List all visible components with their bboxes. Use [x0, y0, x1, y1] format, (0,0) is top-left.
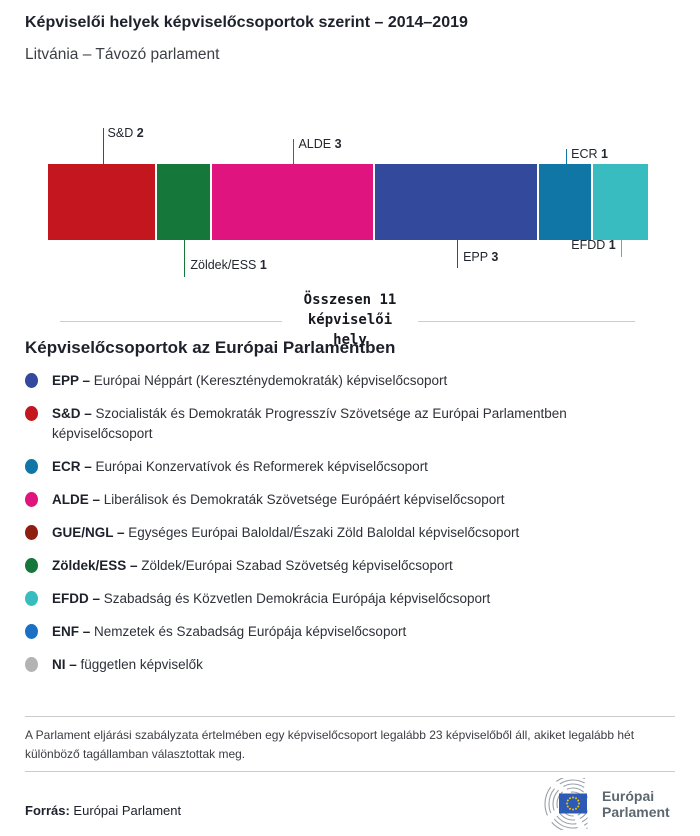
bar-label-EPP: EPP 3 — [463, 250, 499, 264]
bar-segment-EPP — [375, 164, 539, 240]
summary-rule-left — [60, 321, 282, 322]
divider-top — [25, 716, 675, 717]
group-description: Szabadság és Közvetlen Demokrácia Európá… — [103, 591, 491, 606]
group-description: Nemzetek és Szabadság Európája képviselő… — [94, 624, 407, 639]
bar-label-S&D: S&D 2 — [107, 126, 144, 140]
group-description: Liberálisok és Demokraták Szövetsége Eur… — [103, 492, 505, 507]
eu-flag-stars — [566, 796, 580, 811]
bar-label-ALDE: ALDE 3 — [298, 137, 342, 151]
group-description: Szocialisták és Demokraták Progresszív S… — [52, 406, 567, 441]
group-code: S&D – — [52, 406, 92, 421]
legend-item: ENF – Nemzetek és Szabadság Európája kép… — [25, 622, 670, 642]
page-subtitle: Litvánia – Távozó parlament — [25, 46, 220, 63]
group-color-dot — [25, 657, 38, 672]
group-code: ECR – — [52, 459, 92, 474]
group-code: NI – — [52, 657, 77, 672]
group-color-dot — [25, 406, 38, 421]
source-line: Forrás: Európai Parlament — [25, 803, 181, 818]
group-code: ALDE – — [52, 492, 101, 507]
group-description: Zöldek/Európai Szabad Szövetség képvisel… — [141, 558, 453, 573]
divider-bottom — [25, 771, 675, 772]
page-title: Képviselői helyek képviselőcsoportok sze… — [25, 14, 468, 31]
ep-logo-text-line2: Parlament — [602, 804, 670, 820]
bar-segment-S&D — [48, 164, 158, 240]
total-seats-label: Összesen 11 képviselői hely — [280, 290, 420, 350]
legend-list: EPP – Európai Néppárt (Kereszténydemokra… — [25, 371, 670, 688]
legend-item: EFDD – Szabadság és Közvetlen Demokrácia… — [25, 589, 670, 609]
bar-segment-Zöldek/ESS — [157, 164, 212, 240]
total-seats-line: hely — [333, 332, 367, 348]
callout-line-Zöldek/ESS — [184, 240, 185, 277]
callout-line-ECR — [566, 149, 567, 164]
seat-bar-chart: S&D 2 Zöldek/ESS 1 ALDE 3 EPP 3 ECR 1 EFDD 1 — [0, 125, 700, 290]
callout-line-S&D — [103, 128, 104, 164]
legend-item: ALDE – Liberálisok és Demokraták Szövets… — [25, 490, 670, 510]
legend-item: NI – független képviselők — [25, 655, 670, 675]
source-label: Forrás: — [25, 803, 70, 818]
footnote: A Parlament eljárási szabályzata értelmé… — [25, 728, 635, 761]
group-code: EPP – — [52, 373, 91, 388]
group-color-dot — [25, 591, 38, 606]
group-code: Zöldek/ESS – — [52, 558, 138, 573]
ep-logo-text-line1: Európai — [602, 788, 655, 804]
legend-item: GUE/NGL – Egységes Európai Baloldal/Észa… — [25, 523, 670, 543]
group-code: GUE/NGL – — [52, 525, 125, 540]
source-value: Európai Parlament — [73, 803, 182, 818]
group-color-dot — [25, 525, 38, 540]
callout-line-EPP — [457, 240, 458, 268]
summary-rule-right — [418, 321, 635, 322]
group-color-dot — [25, 492, 38, 507]
bar-segment-EFDD — [593, 164, 648, 240]
group-color-dot — [25, 373, 38, 388]
total-seats-line: Összesen 11 — [303, 292, 397, 308]
bar-segment-ALDE — [211, 164, 376, 240]
legend-item: S&D – Szocialisták és Demokraták Progres… — [25, 404, 670, 444]
group-description: független képviselők — [80, 657, 203, 672]
group-code: EFDD – — [52, 591, 101, 606]
bar-label-Zöldek/ESS: Zöldek/ESS 1 — [190, 258, 267, 272]
legend-item: Zöldek/ESS – Zöldek/Európai Szabad Szöve… — [25, 556, 670, 576]
legend-heading: Képviselőcsoportok az Európai Parlamentb… — [25, 338, 396, 357]
ep-logo-text: Európai Parlament — [602, 788, 670, 820]
group-description: Európai Konzervatívok és Reformerek képv… — [95, 459, 428, 474]
bar-segment-ECR — [538, 164, 594, 240]
callout-line-EFDD — [621, 240, 622, 257]
eu-flag — [559, 793, 587, 814]
group-description: Európai Néppárt (Kereszténydemokraták) k… — [93, 373, 448, 388]
total-seats-line: képviselői — [307, 312, 393, 328]
callout-line-ALDE — [293, 139, 294, 164]
legend-item: EPP – Európai Néppárt (Kereszténydemokra… — [25, 371, 670, 391]
group-color-dot — [25, 624, 38, 639]
group-description: Egységes Európai Baloldal/Északi Zöld Ba… — [128, 525, 520, 540]
legend-item: ECR – Európai Konzervatívok és Reformere… — [25, 457, 670, 477]
bar-label-EFDD: EFDD 1 — [571, 238, 616, 252]
ep-hemicycle-flag-icon — [544, 778, 595, 830]
group-color-dot — [25, 558, 38, 573]
ep-logo: Európai Parlament — [531, 778, 670, 830]
bar-label-ECR: ECR 1 — [571, 147, 608, 161]
group-color-dot — [25, 459, 38, 474]
group-code: ENF – — [52, 624, 91, 639]
